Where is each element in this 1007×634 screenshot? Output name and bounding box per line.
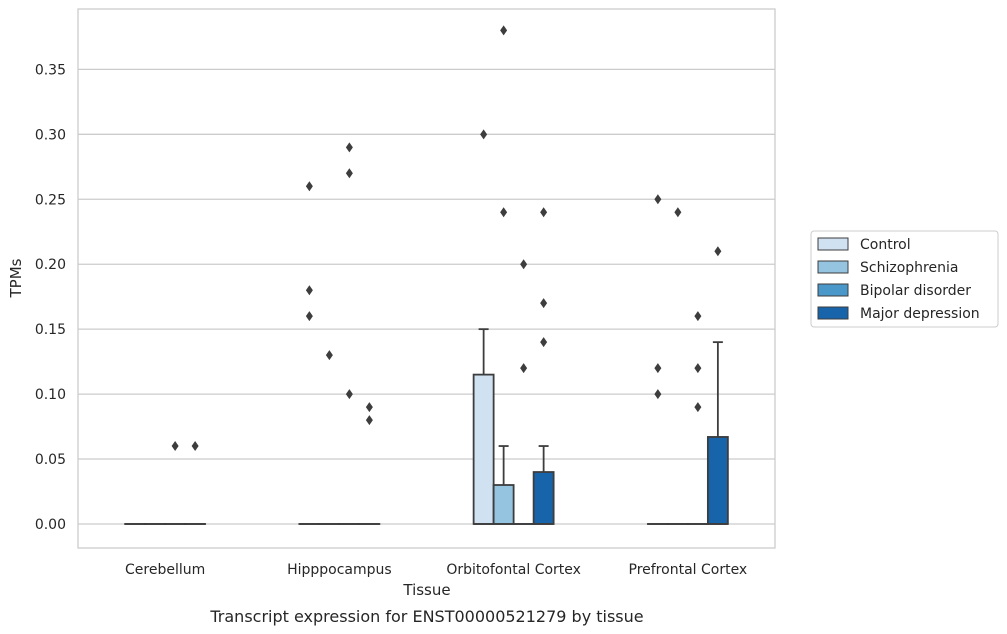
y-tick-label: 0.30 [35, 127, 66, 143]
outlier-point [305, 285, 313, 296]
outlier-point [520, 259, 528, 270]
outlier-point [694, 363, 702, 374]
box-plots [124, 328, 729, 525]
y-tick-labels: 0.00 0.05 0.10 0.15 0.20 0.25 0.30 0.35 [35, 62, 66, 533]
outlier-point [654, 194, 662, 205]
y-tick-label: 0.10 [35, 387, 66, 403]
x-axis-title: Tissue [402, 581, 450, 599]
outlier-point [325, 350, 333, 361]
box-plot [472, 328, 495, 525]
outlier-point [674, 207, 682, 218]
box-plot [492, 445, 515, 525]
y-tick-label: 0.00 [35, 517, 66, 533]
legend-label: Bipolar disorder [860, 283, 971, 299]
y-tick-label: 0.25 [35, 192, 66, 208]
outlier-point [365, 402, 373, 413]
x-tick-label: Prefrontal Cortex [629, 562, 748, 578]
box [706, 436, 729, 525]
x-tick-label: Hipppocampus [287, 562, 392, 578]
legend-label: Schizophrenia [860, 260, 958, 276]
x-tick-label: Orbitofontal Cortex [446, 562, 581, 578]
y-axis-title: TPMs [7, 258, 25, 298]
legend-swatch [817, 283, 849, 297]
outlier-points [171, 25, 722, 452]
outlier-point [694, 402, 702, 413]
y-tick-label: 0.15 [35, 322, 66, 338]
outlier-point [345, 389, 353, 400]
legend-item: Schizophrenia [817, 260, 958, 276]
outlier-point [714, 246, 722, 257]
legend-item: Bipolar disorder [817, 283, 971, 299]
legend: Control Schizophrenia Bipolar disorder Majo… [810, 230, 999, 328]
x-tick-label: Cerebellum [125, 562, 205, 578]
grid-lines [78, 68, 775, 525]
y-tick-label: 0.20 [35, 257, 66, 273]
outlier-point [191, 441, 199, 452]
outlier-point [345, 168, 353, 179]
outlier-point [480, 129, 488, 140]
outlier-point [540, 298, 548, 309]
outlier-point [654, 363, 662, 374]
box [492, 484, 515, 525]
outlier-point [305, 311, 313, 322]
outlier-point [365, 415, 373, 426]
chart-caption: Transcript expression for ENST0000052127… [209, 607, 643, 626]
y-tick-label: 0.35 [35, 62, 66, 78]
outlier-point [500, 25, 508, 36]
plot-frame [77, 8, 776, 549]
outlier-point [500, 207, 508, 218]
outlier-point [540, 207, 548, 218]
legend-label: Control [860, 237, 911, 253]
y-tick-label: 0.05 [35, 452, 66, 468]
x-tick-labels: Cerebellum Hipppocampus Orbitofontal Corte… [125, 562, 747, 578]
legend-swatch [817, 260, 849, 274]
outlier-point [171, 441, 179, 452]
legend-label: Major depression [860, 306, 980, 322]
box-plot [706, 341, 729, 525]
outlier-point [520, 363, 528, 374]
legend-item: Major depression [817, 306, 980, 322]
outlier-point [305, 181, 313, 192]
legend-swatch [817, 306, 849, 320]
box [472, 373, 495, 525]
outlier-point [345, 142, 353, 153]
box [532, 471, 555, 525]
outlier-point [694, 311, 702, 322]
legend-swatch [817, 237, 849, 251]
outlier-point [540, 337, 548, 348]
legend-item: Control [817, 237, 911, 253]
legend-frame [810, 230, 999, 328]
outlier-point [654, 389, 662, 400]
box-plot [532, 445, 555, 525]
